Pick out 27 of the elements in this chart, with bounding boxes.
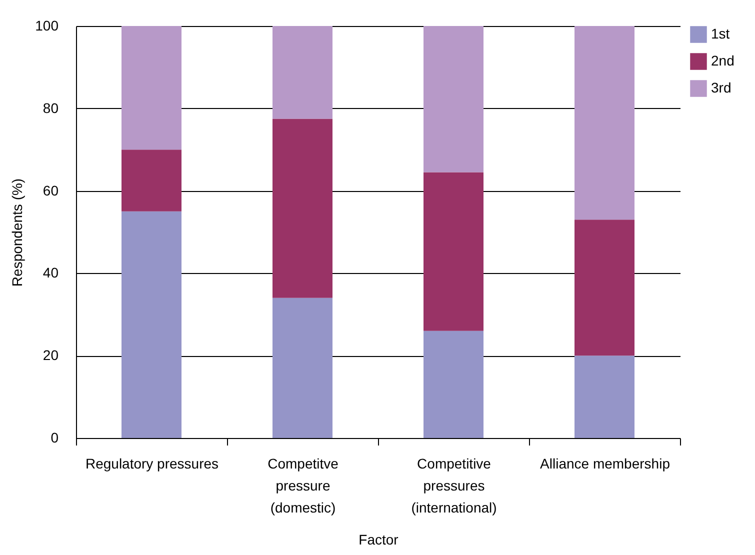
bar [424,26,484,172]
y-tick-label: 80 [42,100,59,116]
bar [122,150,182,212]
bar [272,118,332,298]
y-tick-label: 0 [50,430,59,446]
bar [424,172,484,331]
bar [122,26,182,150]
legend-label: 1st [711,26,730,42]
bar [574,220,634,356]
y-tick-label: 60 [42,182,59,198]
bar [574,26,634,220]
bar [272,26,332,119]
x-tick-label: Alliance membership [540,456,670,472]
bar [272,298,332,438]
y-tick-label: 100 [35,18,59,34]
y-tick-label: 40 [42,264,59,281]
bar [424,330,484,438]
x-tick-label: Competitive pressures (international) [411,456,497,516]
y-tick-label: 20 [42,347,59,364]
x-axis-title: Factor [358,532,399,548]
x-tick-label: Regulatory pressures [85,456,219,472]
x-tick-label: Competitve pressure (domestic) [268,456,339,516]
legend-label: 3rd [711,80,732,96]
bar [574,356,634,438]
y-axis-title: Respondents (%) [9,178,26,287]
bar [122,211,182,438]
legend-label: 2nd [711,52,734,68]
